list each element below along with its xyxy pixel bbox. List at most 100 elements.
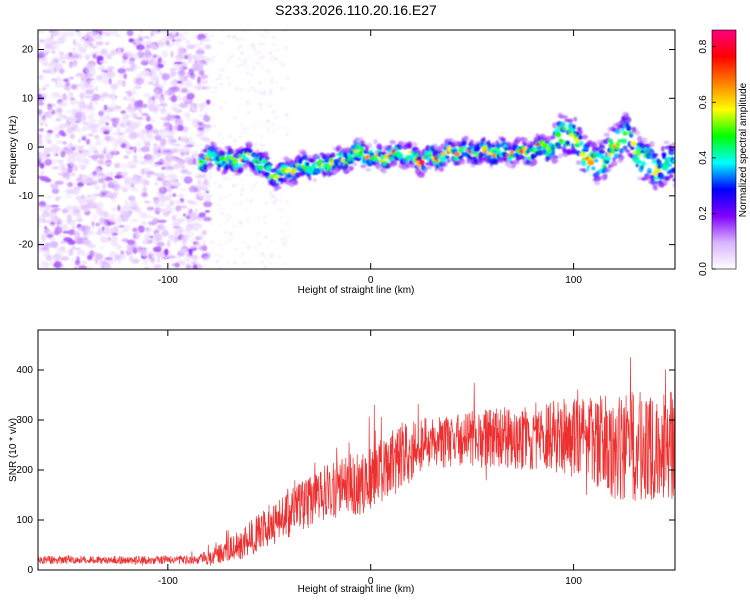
heatmap-cell [161,229,169,237]
heatmap-cell [150,30,154,38]
heatmap-cell [41,233,47,242]
heatmap-cell [274,115,278,120]
heatmap-cell [246,71,250,75]
heatmap-cell [232,224,236,228]
heatmap-cell [258,42,262,47]
heatmap-cell [62,230,70,234]
heatmap-cell [305,162,310,167]
heatmap-cell [173,220,181,226]
heatmap-cell [39,176,50,182]
heatmap-cell [85,109,90,112]
heatmap-cell [124,129,130,134]
heatmap-cell [67,116,77,123]
heatmap-cell [131,258,140,264]
heatmap-cell [142,137,147,144]
heatmap-cell [54,106,63,113]
heatmap-cell [136,141,142,147]
heatmap-cell [215,253,219,257]
heatmap-cell [53,261,62,269]
heatmap-cell [181,135,189,140]
heatmap-cell [38,30,45,34]
heatmap-cell [354,137,360,142]
heatmap-cell [143,200,151,204]
heatmap-cell [660,145,665,152]
heatmap-cell [77,198,87,204]
heatmap-cell [110,49,117,56]
heatmap-cell [258,61,262,65]
heatmap-cell [272,252,276,256]
heatmap-cell [272,202,276,206]
heatmap-cell [161,73,170,81]
heatmap-cell [264,120,269,125]
heatmap-cell [256,123,260,127]
heatmap-cell [87,105,93,109]
heatmap-cell [96,201,104,209]
heatmap-cell [211,115,216,119]
spectrogram-y-label: Frequency (Hz) [8,116,19,185]
heatmap-cell [491,144,496,148]
heatmap-cell [126,226,129,232]
heatmap-cell [153,264,162,269]
heatmap-cell [420,171,426,178]
heatmap-cell [381,167,387,174]
heatmap-cell [170,158,178,161]
heatmap-cell [102,182,107,190]
heatmap-cell [243,62,247,66]
snr-x-tick-label: 100 [565,576,582,587]
heatmap-cell [189,211,198,219]
heatmap-cell [539,150,543,156]
heatmap-cell [222,136,226,140]
heatmap-cell [61,60,66,64]
heatmap-cell [558,153,563,159]
heatmap-cell [153,143,157,147]
heatmap-cell [270,80,274,84]
heatmap-cell [495,143,502,149]
heatmap-cell [611,144,617,148]
heatmap-cell [646,167,652,174]
heatmap-cell [107,74,112,78]
heatmap-cell [109,172,113,178]
heatmap-cell [619,148,624,154]
snr-x-label: Height of straight line (km) [298,584,415,595]
heatmap-cell [86,179,96,184]
heatmap-cell [649,141,655,148]
heatmap-cell [58,102,68,107]
heatmap-cell [71,219,76,226]
heatmap-cell [161,166,166,170]
heatmap-cell [156,224,166,231]
heatmap-cell [263,221,267,225]
heatmap-cell [445,155,450,159]
heatmap-cell [167,138,175,146]
heatmap-cell [199,137,209,141]
heatmap-cell [50,221,55,226]
heatmap-cell [222,241,226,245]
heatmap-cell [579,130,584,135]
heatmap-cell [469,139,475,145]
heatmap-cell [104,125,113,133]
heatmap-cell [73,158,83,161]
heatmap-cell [242,126,246,131]
heatmap-cell [154,89,159,96]
heatmap-cell [108,217,116,220]
heatmap-cell [665,175,671,181]
spectrogram-frame [37,29,676,270]
heatmap-cell [60,223,68,231]
heatmap-cell [162,160,172,167]
heatmap-cell [94,185,100,190]
heatmap-cell [211,90,215,94]
heatmap-cell [94,85,99,92]
heatmap-cell [656,159,662,166]
heatmap-cell [254,51,258,55]
heatmap-cell [270,77,275,81]
heatmap-cell [567,118,573,124]
heatmap-cell [249,200,253,204]
heatmap-cell [191,63,200,68]
heatmap-cell [225,261,229,265]
heatmap-cell [259,107,263,111]
heatmap-cell [266,127,270,131]
heatmap-cell [261,35,266,39]
heatmap-cell [49,112,53,120]
heatmap-cell [99,127,106,133]
heatmap-cell [116,79,123,86]
